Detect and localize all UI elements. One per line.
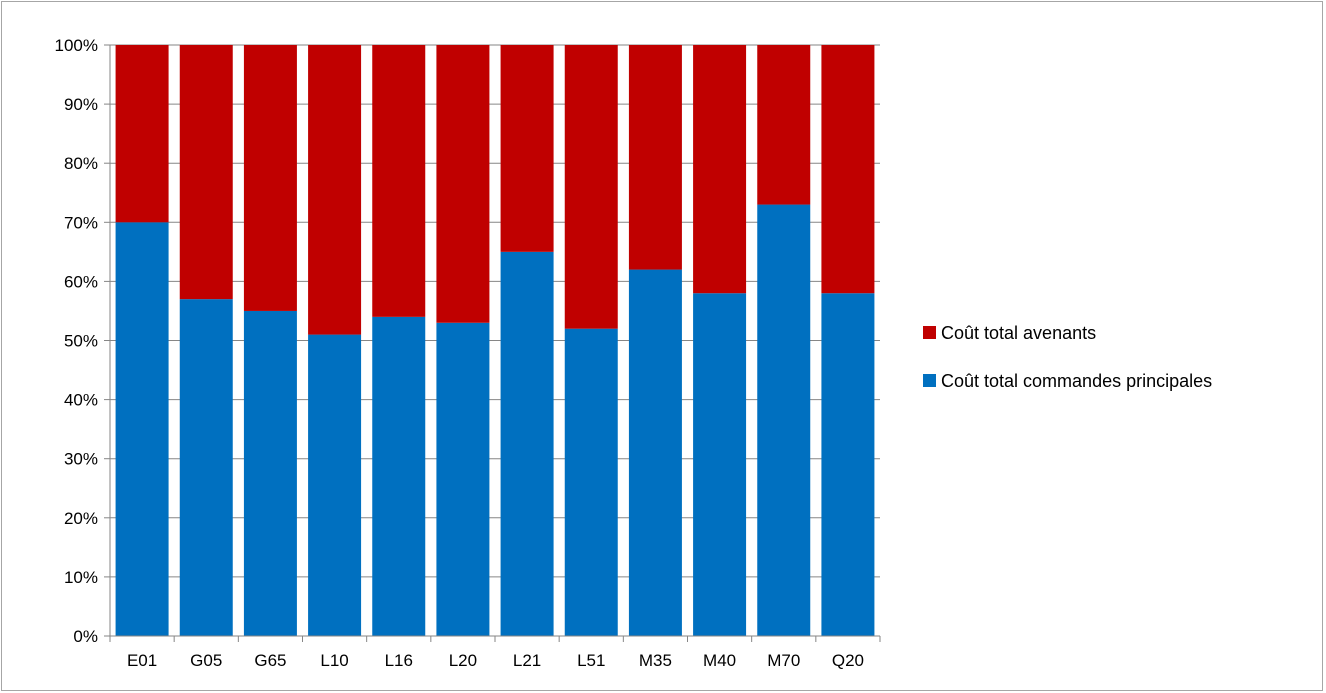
y-tick-label: 100%	[55, 36, 98, 55]
bar-commandes-principales-g05	[179, 299, 233, 636]
legend-label: Coût total avenants	[941, 323, 1096, 343]
bar-commandes-principales-l51	[564, 328, 618, 636]
x-tick-labels: E01 G05 G65 L10 L16 L20 L21 L51 M35 M40 M70 Q20	[127, 651, 864, 670]
x-tick-label-m70: M70	[767, 651, 800, 670]
x-tick-label-g05: G05	[190, 651, 222, 670]
x-tick-label-l16: L16	[385, 651, 413, 670]
bar-commandes-principales-l21	[500, 251, 554, 636]
bar-avenants-l10	[308, 45, 362, 335]
bar-avenants-m70	[757, 45, 811, 205]
bars	[115, 45, 875, 637]
legend-swatch	[923, 374, 936, 387]
y-tick-label: 30%	[64, 450, 98, 469]
y-tick-label: 0%	[73, 627, 98, 646]
bar-avenants-m40	[693, 45, 747, 294]
x-tick-label-e01: E01	[127, 651, 157, 670]
bar-commandes-principales-m40	[693, 293, 747, 636]
bar-commandes-principales-l20	[436, 322, 490, 636]
bar-commandes-principales-g65	[243, 310, 297, 636]
x-tick-label-g65: G65	[254, 651, 286, 670]
bar-avenants-m35	[628, 45, 682, 270]
bar-commandes-principales-m70	[757, 204, 811, 636]
y-tick-label: 90%	[64, 95, 98, 114]
legend: Coût total avenants Coût total commandes …	[923, 323, 1212, 391]
bar-avenants-l51	[564, 45, 618, 329]
x-tick-label-l51: L51	[577, 651, 605, 670]
bar-avenants-e01	[115, 45, 169, 223]
y-tick-label: 20%	[64, 509, 98, 528]
bar-avenants-l16	[372, 45, 426, 317]
x-tick-label-q20: Q20	[832, 651, 864, 670]
axes	[104, 44, 881, 642]
bar-avenants-l21	[500, 45, 554, 252]
x-tick-label-l20: L20	[449, 651, 477, 670]
bar-avenants-q20	[821, 45, 875, 294]
x-tick-label-l21: L21	[513, 651, 541, 670]
bar-commandes-principales-l16	[372, 316, 426, 636]
bar-avenants-g65	[243, 45, 297, 311]
bar-avenants-l20	[436, 45, 490, 323]
y-tick-label: 40%	[64, 391, 98, 410]
bar-commandes-principales-l10	[308, 334, 362, 636]
legend-swatch	[923, 326, 936, 339]
gridlines	[110, 44, 880, 578]
y-tick-label: 70%	[64, 213, 98, 232]
bar-commandes-principales-q20	[821, 293, 875, 636]
y-tick-label: 80%	[64, 154, 98, 173]
y-tick-label: 10%	[64, 568, 98, 587]
bar-commandes-principales-m35	[628, 269, 682, 636]
bar-commandes-principales-e01	[115, 222, 169, 637]
y-tick-label: 60%	[64, 272, 98, 291]
x-tick-label-m35: M35	[639, 651, 672, 670]
y-tick-label: 50%	[64, 332, 98, 351]
legend-label: Coût total commandes principales	[941, 371, 1212, 391]
x-tick-label-l10: L10	[320, 651, 348, 670]
x-tick-label-m40: M40	[703, 651, 736, 670]
bar-avenants-g05	[179, 45, 233, 300]
y-tick-labels: 0% 10% 20% 30% 40% 50% 60% 70% 80% 90% 100%	[55, 36, 98, 646]
